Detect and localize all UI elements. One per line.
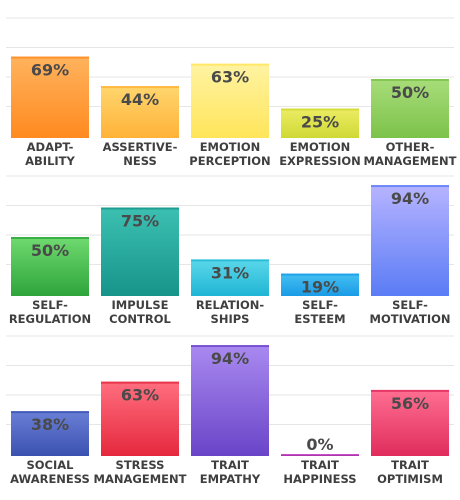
bar-value-label: 63% [211,68,249,87]
bar-top-edge [371,185,449,188]
bar [371,185,449,296]
bar-value-label: 75% [121,212,159,231]
category-label: OPTIMISM [377,472,443,486]
bar-top-edge [371,79,449,81]
bar-value-label: 31% [211,263,249,282]
bar-value-label: 63% [121,386,159,405]
bar [101,207,179,296]
category-label: STRESS [116,458,165,472]
bar [191,345,269,456]
category-label: SOCIAL [26,458,74,472]
bar-top-edge [191,63,269,66]
bar-top-edge [281,108,359,111]
bar [101,381,179,456]
bar-value-label: 94% [391,189,429,208]
bar-value-label: 25% [301,113,339,132]
bar-top-edge [281,273,359,276]
bar-value-label: 0% [306,435,333,454]
bar-top-edge [191,345,269,348]
bar [371,389,449,456]
category-label: ABILITY [25,154,75,168]
bar [101,86,179,138]
category-label: TRAIT [211,458,249,472]
category-label: AWARENESS [10,472,90,486]
category-label: RELATION- [196,298,265,312]
bar-value-label: 50% [31,241,69,260]
bar-value-label: 94% [211,349,249,368]
chart-panel-2: 50%SELF-REGULATION75%IMPULSECONTROL31%RE… [6,175,454,326]
bar-top-edge [101,86,179,89]
category-label: SELF- [32,298,68,312]
bar [281,108,359,138]
bar [11,56,89,138]
bar [11,237,89,296]
category-label: EMOTION [290,140,351,154]
category-label: ADAPT- [27,140,74,154]
bar-value-label: 56% [391,394,429,413]
bar [281,273,359,296]
category-label: REGULATION [9,312,91,326]
category-label: EXPRESSION [279,154,361,168]
bar-top-edge [11,411,89,414]
category-label: TRAIT [301,458,339,472]
chart-panel-1: 69% ADAPT-ABILITY 44% ASSERTIVE-NESS 63% EMOT… [6,17,457,168]
bar-top-edge [101,207,179,210]
category-label: EMPATHY [200,472,261,486]
category-label: MANAGEMENT [364,154,457,168]
bar-value-label: 38% [31,415,69,434]
category-label: TRAIT [391,458,429,472]
category-label: SELF- [392,298,428,312]
bar [11,411,89,456]
category-label: MOTIVATION [370,312,451,326]
bar-top-edge [371,389,449,392]
bar-value-label: 50% [391,83,429,102]
bar [191,63,269,138]
category-label: IMPULSE [112,298,169,312]
category-label: EMOTION [200,140,261,154]
category-label: CONTROL [109,312,171,326]
category-label: MANAGEMENT [94,472,187,486]
category-label: ESTEEM [294,312,345,326]
category-label: SHIPS [211,312,250,326]
bar-value-label: 44% [121,90,159,109]
bar-value-label: 19% [301,278,339,297]
bar [191,259,269,296]
bar-top-edge [11,237,89,239]
category-label: HAPPINESS [283,472,356,486]
category-label: OTHER- [386,140,435,154]
bar-top-edge [11,56,89,59]
bar [371,79,449,138]
bar [281,454,359,456]
category-label: NESS [123,154,157,168]
bar-value-label: 69% [31,61,69,80]
category-label: SELF- [302,298,338,312]
bar-top-edge [101,381,179,384]
bar-top-edge [191,259,269,262]
category-label: ASSERTIVE- [103,140,178,154]
category-label: PERCEPTION [189,154,270,168]
